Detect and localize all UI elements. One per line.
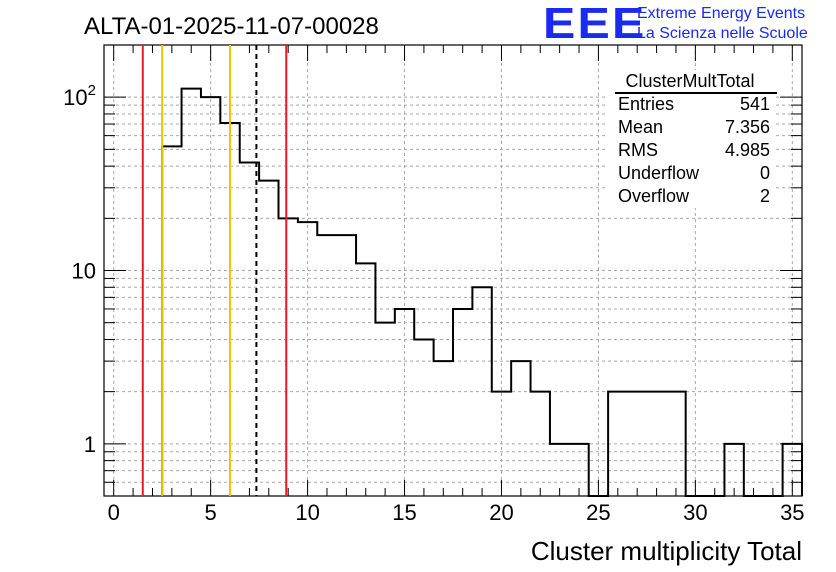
stats-title: ClusterMultTotal <box>625 71 755 91</box>
logo-line-1: Extreme Energy Events <box>637 5 806 22</box>
stat-value: 0 <box>759 163 770 183</box>
x-tick-label: 30 <box>683 500 707 525</box>
histogram-bin <box>259 181 278 496</box>
y-tick-label: 10 <box>72 259 96 284</box>
axis-ticks <box>104 44 802 497</box>
x-tick-label: 0 <box>108 500 120 525</box>
eee-logo: EEE Extreme Energy Events La Scienza nel… <box>543 0 835 48</box>
histogram-series <box>161 87 803 497</box>
x-tick-label: 5 <box>205 500 217 525</box>
stat-row-rms: RMS 4.985 <box>618 139 770 162</box>
x-tick-label: 35 <box>780 500 804 525</box>
stat-name: Overflow <box>618 186 690 206</box>
histogram-bin <box>375 323 394 496</box>
stat-value: 2 <box>759 186 770 206</box>
histogram-bin <box>628 392 647 496</box>
histogram-bin <box>434 361 453 496</box>
stat-row-underflow: Underflow 0 <box>618 162 770 185</box>
stat-value: 4.985 <box>724 140 770 160</box>
x-tick-label: 10 <box>295 500 319 525</box>
histogram-bin <box>279 218 298 496</box>
logo-line-2: La Scienza nelle Scuole <box>637 25 808 42</box>
marker-lines <box>141 45 288 496</box>
stats-title-underline <box>615 92 777 94</box>
histogram-bin <box>608 392 627 496</box>
stat-value: 541 <box>739 94 770 114</box>
histogram-bin <box>531 392 550 496</box>
stat-row-entries: Entries 541 <box>618 93 770 116</box>
stat-name: Entries <box>618 94 675 114</box>
stat-row-mean: Mean 7.356 <box>618 116 770 139</box>
stat-row-overflow: Overflow 2 <box>618 185 770 208</box>
eee-logo-mark: EEE <box>543 0 647 48</box>
stat-name: Underflow <box>618 163 700 183</box>
y-tick-label: 102 <box>63 82 96 110</box>
histogram-bin <box>337 235 356 496</box>
stats-box: ClusterMultTotal Entries 541 Mean 7.356 … <box>605 70 777 208</box>
histogram-bin <box>317 235 336 496</box>
histogram-bin <box>414 339 433 496</box>
x-tick-label: 20 <box>489 500 513 525</box>
histogram-bin <box>453 309 472 496</box>
stat-name: RMS <box>618 140 658 160</box>
x-axis-label: Cluster multiplicity Total <box>531 536 802 566</box>
stat-name: Mean <box>618 117 664 137</box>
histogram-bin <box>511 361 530 496</box>
stat-value: 7.356 <box>724 117 770 137</box>
histogram-outline <box>161 87 803 497</box>
x-tick-label: 15 <box>392 500 416 525</box>
x-tick-label: 25 <box>586 500 610 525</box>
chart-title: ALTA-01-2025-11-07-00028 <box>84 13 379 40</box>
y-tick-label: 1 <box>84 432 96 457</box>
